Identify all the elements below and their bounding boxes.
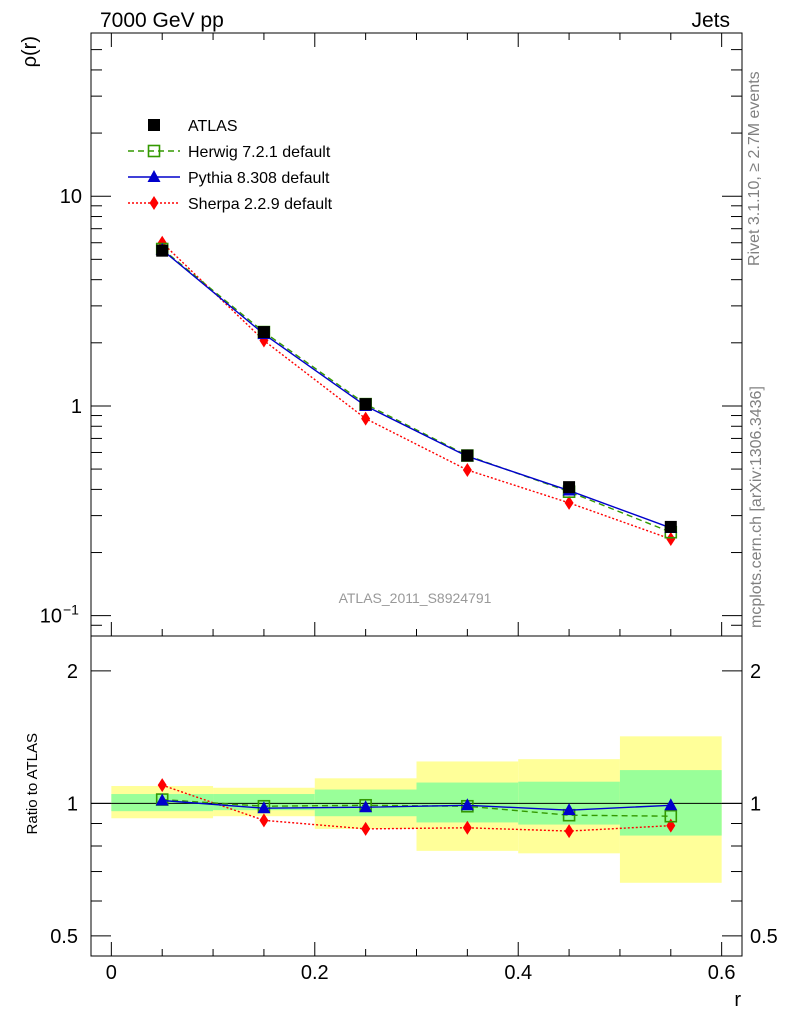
ratio-point-pythia	[460, 798, 474, 811]
ratio-y-axis-title: Ratio to ATLAS	[24, 733, 41, 834]
legend-label-pythia: Pythia 8.308 default	[188, 170, 330, 187]
main-series-group	[155, 235, 678, 547]
legend-label-atlas: ATLAS	[188, 118, 238, 135]
ratio-y-tick-label-right: 0.5	[750, 926, 778, 948]
mcplots-reference-label: mcplots.cern.ch [arXiv:1306.3436]	[748, 386, 765, 628]
main-point-atlas	[563, 481, 576, 494]
ratio-point-pythia	[257, 801, 271, 814]
ratio-y-tick-label: 0.5	[50, 926, 78, 948]
ratio-point-sherpa	[259, 813, 269, 828]
main-y-tick-label: 1	[71, 396, 82, 418]
legend-label-sherpa: Sherpa 2.2.9 default	[188, 196, 333, 213]
main-y-axis-title: ρ(r)	[19, 36, 41, 67]
main-line-pythia	[161, 249, 672, 529]
main-point-sherpa	[462, 462, 472, 477]
ratio-line-sherpa	[161, 784, 671, 832]
main-y-tick-label: 10	[40, 606, 62, 628]
main-point-atlas	[257, 326, 270, 339]
ratio-y-tick-label-right: 2	[750, 661, 761, 683]
header-right-label: Jets	[691, 9, 730, 32]
x-axis-ticks: 0 0.2 0.4 0.6	[106, 33, 736, 984]
analysis-label: ATLAS_2011_S8924791	[339, 590, 492, 606]
ratio-point-sherpa	[361, 821, 371, 836]
ratio-point-sherpa	[462, 820, 472, 835]
ratio-y-tick-label: 2	[67, 661, 78, 683]
ratio-point-pythia	[664, 798, 678, 811]
main-y-tick-exponent: −1	[63, 602, 79, 618]
ratio-point-pythia	[359, 800, 373, 813]
ratio-series-group	[155, 778, 678, 839]
ratio-point-pythia	[562, 803, 576, 816]
main-point-atlas	[461, 449, 474, 462]
x-tick-label: 0.2	[301, 962, 329, 984]
legend-marker-pythia	[147, 170, 161, 182]
ratio-point-sherpa	[157, 778, 167, 793]
main-line-herwig	[161, 248, 672, 533]
ratio-point-herwig	[664, 809, 678, 823]
x-tick-label: 0	[106, 962, 117, 984]
ratio-point-sherpa	[564, 824, 574, 839]
x-axis-title: r	[734, 989, 741, 1011]
ratio-point-pythia	[155, 793, 169, 806]
legend-marker-atlas	[148, 119, 160, 131]
main-y-tick-label: 10	[60, 186, 82, 208]
legend: ATLAS Herwig 7.2.1 default Pythia 8.308 de…	[128, 118, 333, 213]
ratio-y-ticks: 0.5 0.5 1 1 2 2	[50, 661, 778, 948]
main-point-atlas	[156, 244, 169, 257]
x-tick-label: 0.4	[504, 962, 532, 984]
main-line-sherpa	[161, 242, 672, 540]
main-point-atlas	[359, 398, 372, 411]
x-tick-label: 0.6	[708, 962, 736, 984]
main-point-sherpa	[564, 495, 574, 510]
rivet-version-label: Rivet 3.1.10, ≥ 2.7M events	[746, 71, 763, 266]
legend-marker-sherpa	[149, 196, 159, 210]
header-left-label: 7000 GeV pp	[100, 9, 224, 32]
legend-marker-herwig	[147, 144, 161, 158]
main-point-sherpa	[361, 411, 371, 426]
main-point-atlas	[664, 520, 677, 533]
ratio-line-pythia	[162, 799, 671, 811]
main-point-sherpa	[666, 532, 676, 547]
legend-label-herwig: Herwig 7.2.1 default	[188, 144, 331, 161]
ratio-y-tick-label: 1	[67, 793, 78, 815]
ratio-uncertainty-bands	[111, 736, 722, 883]
ratio-y-tick-label-right: 1	[750, 793, 761, 815]
